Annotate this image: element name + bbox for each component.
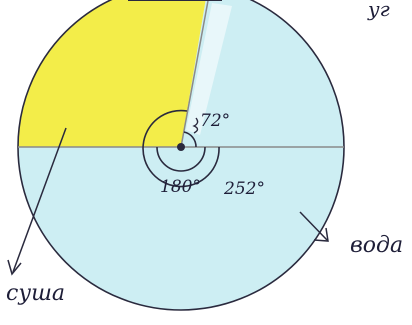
water-region: [18, 0, 344, 310]
water-label: вода: [350, 233, 403, 258]
arc-180: [156, 146, 206, 172]
land-label: суша: [6, 281, 65, 306]
land-arrow-head: [7, 259, 22, 276]
water-arrow-head: [313, 227, 329, 242]
water-arrow-line: [299, 211, 328, 241]
arc-252: [142, 109, 220, 188]
top-cut-label: уг: [367, 0, 390, 21]
arc-72: [183, 131, 197, 148]
land-arrow-line: [12, 127, 67, 273]
angle-72-label: 72°: [200, 111, 230, 131]
center-point: [177, 143, 185, 151]
angle-180-label: 180°: [160, 177, 201, 197]
slanted-radius: [180, 0, 209, 148]
unshaded-strip: [186, 3, 232, 135]
angle-252-label: 252°: [223, 179, 265, 199]
land-region: [17, 0, 206, 147]
arc-72-pointer: [192, 117, 199, 134]
